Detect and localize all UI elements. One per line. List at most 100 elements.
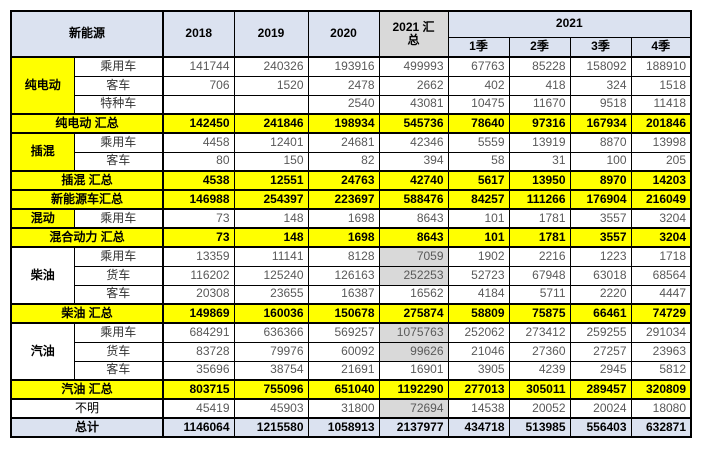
value-cell: 651040 — [307, 379, 380, 400]
category-cell: 混动 — [10, 208, 75, 229]
value-cell: 141744 — [162, 56, 235, 77]
header-row-2: 1季 2季 3季 4季 — [11, 36, 692, 58]
table-row: 客车 35696 38754 21691 16901 3905 4239 2945 5812 — [11, 360, 692, 381]
value-cell: 11418 — [630, 94, 692, 115]
table-row: 插混 汇总 4538 12551 24763 42740 5617 13950 8970 142… — [10, 170, 692, 191]
table-row: 不明 45419 45903 31800 72694 14538 20052 20024 180… — [10, 398, 692, 419]
table-body: 纯电动 乘用车 141744 240326 193916 499993 67763 85228… — [10, 56, 692, 438]
value-cell — [162, 94, 235, 115]
value-cell: 75875 — [508, 303, 571, 324]
category-cell: 汽油 — [10, 322, 75, 381]
header-year-group-2021: 2021 — [447, 10, 692, 38]
value-cell: 31 — [508, 151, 571, 172]
value-cell: 1058913 — [307, 417, 380, 438]
value-cell: 63018 — [569, 265, 632, 286]
value-cell: 1781 — [508, 227, 571, 248]
value-cell: 45419 — [162, 398, 235, 419]
header-year-2019: 2019 — [233, 10, 309, 58]
value-cell: 167934 — [569, 113, 632, 134]
value-cell: 8870 — [569, 132, 632, 153]
value-cell: 9518 — [569, 94, 632, 115]
header-group-label: 新能源 — [10, 10, 165, 58]
header-2021-summary: 2021 汇总 — [378, 10, 449, 58]
header-2021-summary-label: 2021 汇总 — [392, 19, 435, 47]
value-cell: 588476 — [378, 189, 449, 210]
value-cell: 2216 — [508, 246, 571, 267]
value-cell: 402 — [447, 75, 510, 96]
value-cell: 111266 — [508, 189, 571, 210]
value-cell: 3204 — [630, 208, 692, 229]
table-row: 新能源车汇总 146988 254397 223697 588476 84257 11126… — [10, 189, 692, 210]
value-cell: 241846 — [233, 113, 309, 134]
value-cell: 3204 — [630, 227, 692, 248]
value-cell: 146988 — [162, 189, 235, 210]
subcategory-cell: 乘用车 — [73, 322, 165, 343]
subcategory-cell: 货车 — [73, 265, 165, 286]
table-row: 货车 83728 79976 60092 99626 21046 27360 27257 239… — [11, 341, 692, 362]
value-cell: 3557 — [569, 208, 632, 229]
value-cell: 142450 — [162, 113, 235, 134]
value-cell: 35696 — [162, 360, 235, 381]
table-row: 客车 706 1520 2478 2662 402 418 324 1518 — [11, 75, 692, 96]
value-cell: 684291 — [162, 322, 235, 343]
value-cell: 275874 — [378, 303, 449, 324]
value-cell: 4458 — [162, 132, 235, 153]
value-cell: 8643 — [378, 208, 449, 229]
subcategory-cell: 特种车 — [73, 94, 165, 115]
summary-label-cell: 汽油 汇总 — [10, 379, 165, 400]
value-cell: 394 — [378, 151, 449, 172]
value-cell: 545736 — [378, 113, 449, 134]
value-cell: 324 — [569, 75, 632, 96]
value-cell: 148 — [233, 227, 309, 248]
value-cell: 74729 — [630, 303, 692, 324]
header-quarter-2: 2季 — [508, 36, 571, 58]
value-cell: 12401 — [233, 132, 309, 153]
value-cell: 803715 — [162, 379, 235, 400]
category-cell: 柴油 — [10, 246, 75, 305]
subcategory-cell: 乘用车 — [73, 56, 165, 77]
summary-label-cell: 纯电动 汇总 — [10, 113, 165, 134]
value-cell: 158092 — [569, 56, 632, 77]
value-cell: 434718 — [447, 417, 510, 438]
value-cell: 513985 — [508, 417, 571, 438]
value-cell: 632871 — [630, 417, 692, 438]
value-cell: 4239 — [508, 360, 571, 381]
header-quarter-1: 1季 — [447, 36, 510, 58]
value-cell: 16387 — [307, 284, 380, 305]
value-cell: 58809 — [447, 303, 510, 324]
value-cell: 100 — [569, 151, 632, 172]
value-cell: 31800 — [307, 398, 380, 419]
value-cell: 252062 — [447, 322, 510, 343]
value-cell: 45903 — [233, 398, 309, 419]
value-cell: 1075763 — [378, 322, 449, 343]
subcategory-cell: 客车 — [73, 284, 165, 305]
value-cell: 1902 — [447, 246, 510, 267]
value-cell: 1698 — [307, 208, 380, 229]
value-cell: 14538 — [447, 398, 510, 419]
value-cell: 176904 — [569, 189, 632, 210]
value-cell: 240326 — [233, 56, 309, 77]
value-cell: 205 — [630, 151, 692, 172]
value-cell: 52723 — [447, 265, 510, 286]
summary-label-cell: 新能源车汇总 — [10, 189, 165, 210]
value-cell: 305011 — [508, 379, 571, 400]
value-cell: 80 — [162, 151, 235, 172]
value-cell: 7059 — [378, 246, 449, 267]
value-cell: 499993 — [378, 56, 449, 77]
value-cell: 97316 — [508, 113, 571, 134]
value-cell: 289457 — [569, 379, 632, 400]
table-row: 混动 乘用车 73 148 1698 8643 101 1781 3557 3204 — [10, 208, 692, 229]
header-year-2018: 2018 — [162, 10, 235, 58]
value-cell: 2478 — [307, 75, 380, 96]
value-cell: 277013 — [447, 379, 510, 400]
value-cell: 125240 — [233, 265, 309, 286]
table-row: 柴油 汇总 149869 160036 150678 275874 58809 75875 6… — [10, 303, 692, 324]
summary-label-cell: 柴油 汇总 — [10, 303, 165, 324]
value-cell: 78640 — [447, 113, 510, 134]
value-cell: 84257 — [447, 189, 510, 210]
value-cell: 60092 — [307, 341, 380, 362]
value-cell: 1520 — [233, 75, 309, 96]
value-cell: 418 — [508, 75, 571, 96]
value-cell: 3557 — [569, 227, 632, 248]
value-cell: 20024 — [569, 398, 632, 419]
